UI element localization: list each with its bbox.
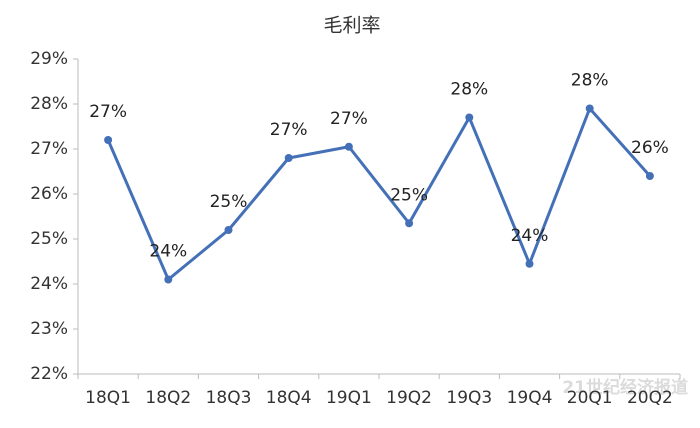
value-label: 25% bbox=[210, 192, 248, 212]
point bbox=[405, 219, 414, 228]
y-tick-label: 25% bbox=[30, 229, 68, 249]
value-label: 27% bbox=[330, 109, 368, 129]
x-tick-label: 20Q1 bbox=[567, 388, 613, 408]
y-tick-label: 26% bbox=[30, 184, 68, 204]
point bbox=[525, 259, 534, 268]
line bbox=[106, 107, 652, 281]
x-tick-label: 18Q2 bbox=[145, 388, 191, 408]
y-tick-label: 29% bbox=[30, 49, 68, 69]
value-label: 27% bbox=[270, 120, 308, 140]
value-label: 28% bbox=[571, 71, 609, 91]
value-label: 24% bbox=[149, 242, 187, 262]
value-label: 25% bbox=[390, 185, 428, 205]
x-tick-label: 18Q3 bbox=[206, 388, 252, 408]
point bbox=[284, 154, 293, 162]
point bbox=[104, 136, 113, 144]
point bbox=[344, 142, 353, 151]
y-tick-label: 28% bbox=[30, 94, 68, 114]
y-tick-label: 22% bbox=[30, 364, 68, 384]
value-label: 27% bbox=[89, 102, 127, 122]
point bbox=[465, 113, 474, 122]
value-label: 28% bbox=[450, 80, 488, 100]
value-label: 26% bbox=[631, 138, 669, 158]
y-tick-label: 24% bbox=[30, 274, 68, 294]
x-tick-label: 19Q1 bbox=[326, 388, 372, 408]
x-tick-label: 19Q2 bbox=[386, 388, 432, 408]
x-tick-label: 20Q2 bbox=[627, 388, 673, 408]
x-tick-label: 19Q3 bbox=[446, 388, 492, 408]
y-tick-label: 27% bbox=[30, 139, 68, 159]
x-tick-label: 19Q4 bbox=[507, 388, 553, 408]
point bbox=[224, 226, 233, 234]
watermark: 21世纪经济报道 bbox=[562, 377, 688, 398]
chart-title: 毛利率 bbox=[323, 15, 380, 37]
point bbox=[164, 275, 173, 284]
y-tick-label: 23% bbox=[30, 319, 68, 339]
point bbox=[585, 104, 594, 113]
value-label: 24% bbox=[511, 226, 549, 246]
x-tick-label: 18Q1 bbox=[85, 388, 131, 408]
x-tick-label: 18Q4 bbox=[266, 388, 312, 408]
point bbox=[645, 172, 654, 180]
